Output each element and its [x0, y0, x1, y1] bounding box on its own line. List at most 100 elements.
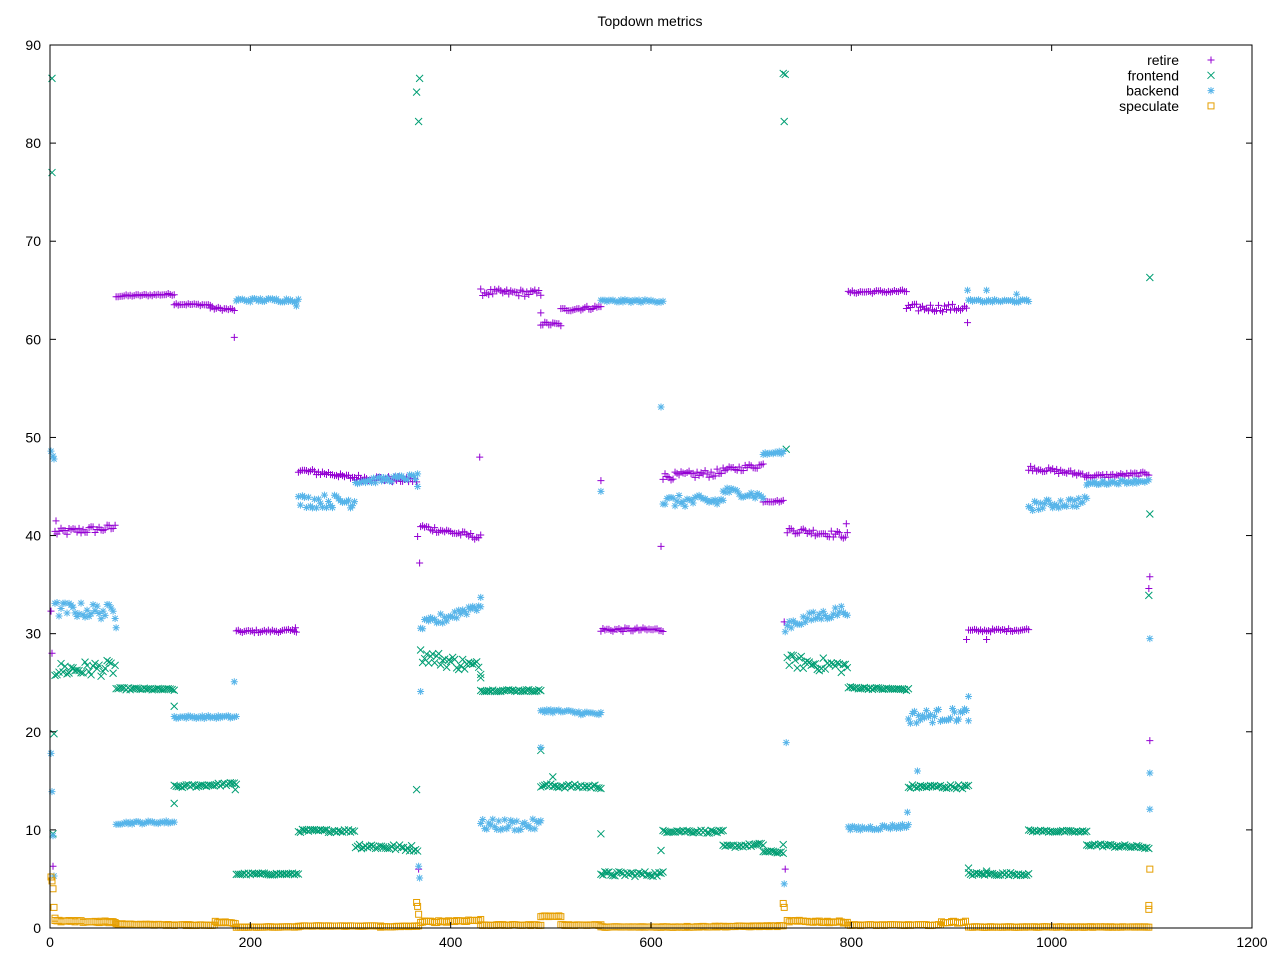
speculate-point	[254, 923, 262, 931]
backend-point	[449, 613, 457, 621]
backend-point	[1057, 497, 1065, 505]
frontend-point	[976, 869, 985, 878]
speculate-point	[250, 923, 258, 931]
frontend-point	[719, 826, 727, 835]
backend-point	[118, 820, 126, 828]
backend-point	[681, 502, 689, 510]
backend-point	[647, 296, 655, 304]
legend-label-backend: backend	[1126, 83, 1179, 99]
frontend-point	[446, 657, 455, 666]
frontend-point	[1082, 827, 1091, 836]
speculate-point	[475, 917, 483, 925]
backend-point	[843, 611, 851, 619]
backend-point	[513, 817, 521, 825]
backend-point	[733, 487, 741, 495]
speculate-point	[1133, 923, 1141, 931]
legend-marker-backend	[1207, 87, 1215, 95]
retire-point	[759, 460, 767, 468]
speculate-point	[1013, 923, 1021, 931]
frontend-point	[389, 841, 398, 849]
backend-point	[105, 601, 113, 609]
backend-point	[837, 602, 845, 610]
backend-point	[388, 478, 396, 486]
speculate-point	[701, 923, 709, 931]
frontend-point	[968, 871, 977, 880]
retire-point	[49, 862, 57, 870]
speculate-point	[539, 912, 547, 920]
retire-point	[964, 319, 972, 327]
backend-point	[81, 613, 89, 621]
frontend-point	[727, 841, 735, 850]
speculate-point	[1075, 923, 1083, 931]
backend-point	[870, 826, 878, 834]
speculate-point	[1113, 923, 1121, 931]
y-tick-label: 50	[25, 429, 41, 445]
speculate-point	[607, 923, 615, 931]
frontend-point	[550, 781, 559, 790]
backend-point	[384, 473, 392, 481]
backend-point	[91, 607, 99, 615]
frontend-point	[351, 843, 360, 852]
backend-point	[1041, 500, 1049, 508]
speculate-point	[383, 923, 391, 931]
frontend-point	[61, 662, 69, 671]
frontend-point	[1144, 591, 1153, 600]
backend-point	[910, 707, 918, 715]
frontend-point	[428, 650, 437, 658]
retire-point	[659, 628, 667, 636]
backend-point	[274, 297, 282, 305]
frontend-point	[536, 686, 545, 695]
backend-point	[541, 708, 549, 716]
speculate-point	[661, 923, 669, 931]
speculate-point	[140, 921, 148, 929]
retire-point	[230, 333, 238, 341]
speculate-point	[611, 923, 619, 931]
retire-point	[525, 290, 533, 298]
backend-point	[661, 500, 669, 508]
backend-point	[89, 601, 97, 609]
speculate-point	[288, 923, 296, 931]
frontend-point	[789, 651, 798, 660]
backend-point	[745, 492, 753, 500]
retire-point	[691, 473, 699, 481]
retire-point	[739, 467, 747, 475]
frontend-point	[83, 661, 91, 670]
speculate-point	[134, 921, 142, 929]
retire-point	[101, 526, 109, 534]
backend-point	[111, 615, 119, 623]
retire-point	[63, 530, 71, 538]
frontend-point	[615, 867, 623, 876]
speculate-point	[780, 903, 788, 911]
frontend-point	[988, 869, 997, 878]
backend-point	[95, 610, 103, 618]
backend-point	[689, 499, 697, 507]
speculate-point	[888, 921, 896, 929]
backend-point	[1077, 499, 1085, 507]
frontend-point	[589, 782, 597, 790]
frontend-point	[811, 659, 820, 668]
data-points	[47, 69, 1154, 931]
speculate-point	[1103, 923, 1111, 931]
frontend-point	[210, 781, 219, 790]
frontend-point	[91, 659, 99, 668]
backend-point	[1073, 503, 1081, 511]
frontend-point	[948, 782, 957, 791]
backend-point	[1139, 477, 1147, 485]
frontend-point	[182, 781, 191, 789]
retire-point	[230, 306, 238, 314]
legend-key	[1207, 71, 1215, 80]
speculate-point	[1041, 923, 1049, 931]
backend-point	[844, 823, 852, 831]
frontend-point	[357, 844, 366, 853]
retire-point	[111, 521, 119, 529]
retire-point	[902, 288, 910, 296]
speculate-point	[190, 921, 198, 929]
retire-point	[827, 527, 835, 535]
backend-point	[779, 447, 787, 455]
backend-point	[51, 599, 59, 607]
speculate-point	[1037, 923, 1045, 931]
retire-point	[841, 533, 849, 541]
frontend-point	[1132, 841, 1141, 850]
speculate-point	[1069, 923, 1077, 931]
backend-point	[1049, 504, 1057, 512]
